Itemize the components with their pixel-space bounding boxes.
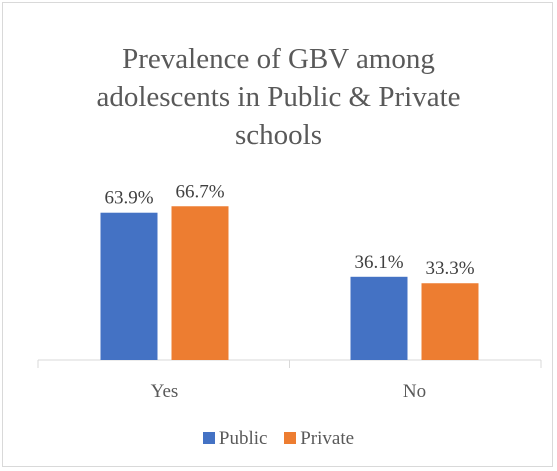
bar-public-yes: [100, 212, 158, 360]
chart-title-line-1: Prevalence of GBV among: [122, 43, 435, 75]
chart-title: Prevalence of GBV among adolescents in P…: [0, 40, 557, 154]
chart-title-line-2: adolescents in Public & Private: [96, 81, 461, 113]
legend-swatch-private: [284, 432, 297, 444]
data-label-public-yes: 63.9%: [104, 188, 153, 209]
x-tick-label-no: No: [403, 381, 426, 402]
chart-title-line-3: schools: [235, 119, 322, 151]
legend-swatch-public: [202, 432, 215, 444]
data-label-public-no: 36.1%: [354, 252, 403, 273]
legend-label-private: Private: [300, 428, 355, 449]
legend: Public Private: [0, 428, 557, 450]
data-label-private-no: 33.3%: [425, 258, 474, 279]
legend-item-private: Private: [284, 428, 354, 450]
x-tick-label-yes: Yes: [151, 381, 179, 402]
bar-private-yes: [171, 206, 229, 360]
bar-private-no: [421, 283, 479, 360]
legend-item-public: Public: [202, 428, 268, 450]
legend-label-public: Public: [218, 428, 268, 449]
data-label-private-yes: 66.7%: [175, 181, 224, 202]
bar-public-no: [350, 276, 408, 360]
chart-area: [2, 2, 553, 467]
